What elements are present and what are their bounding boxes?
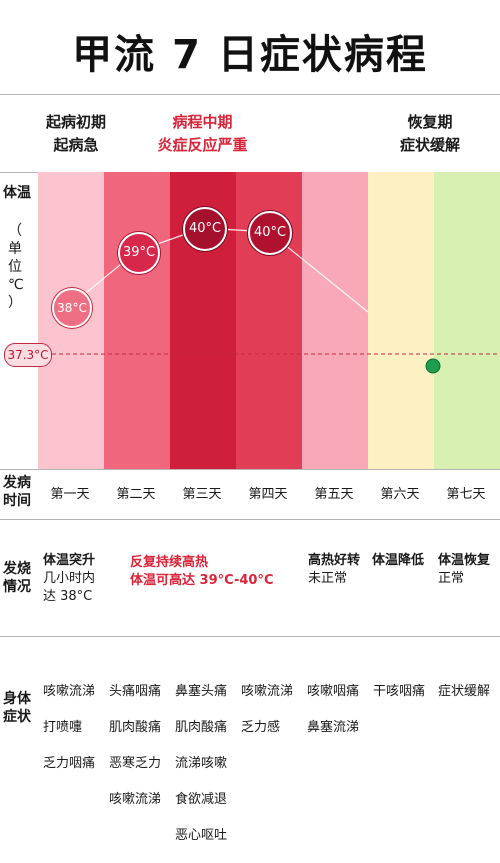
symptom-label-1: 身体 xyxy=(3,691,31,707)
divider xyxy=(0,469,500,470)
unit-char-2: 位 xyxy=(8,259,22,275)
onset-label-1: 发病 xyxy=(3,475,31,491)
day6-column xyxy=(368,172,434,469)
symptom-item: 恶心呕吐 xyxy=(175,828,228,843)
temperature-unit: （ 单 位 ℃ ） xyxy=(8,222,24,312)
day-label: 第七天 xyxy=(446,487,486,502)
symptom-label-2: 症状 xyxy=(3,709,31,725)
symptom-item: 干咳咽痛 xyxy=(373,684,426,699)
fever-label: 发烧 情况 xyxy=(0,560,34,596)
symptom-item: 肌肉酸痛 xyxy=(109,720,162,735)
symptom-item: 症状缓解 xyxy=(438,684,491,699)
symptom-label: 身体 症状 xyxy=(0,690,34,726)
temp-bubble-day2: 39°C xyxy=(118,232,160,274)
divider xyxy=(0,519,500,520)
symptoms-day4: 咳嗽流涕 乏力感 xyxy=(241,665,293,755)
symptom-item: 咳嗽流涕 xyxy=(109,792,162,807)
day-label: 第四天 xyxy=(248,487,288,502)
fever-day1: 体温突升 几小时内 达 38°C xyxy=(43,552,95,606)
symptom-item: 恶寒乏力 xyxy=(109,756,162,771)
symptoms-day5: 咳嗽咽痛 鼻塞流涕 xyxy=(307,665,359,755)
fever-mid-line2: 体温可高达 39°C-40°C xyxy=(130,573,274,588)
temp-bubble-day3: 40°C xyxy=(183,207,227,251)
day-label: 第二天 xyxy=(116,487,156,502)
temperature-label: 体温 xyxy=(0,184,34,202)
baseline-label: 37.3°C xyxy=(4,343,52,367)
day2-column xyxy=(104,172,170,469)
phase-mid-title: 病程中期 xyxy=(172,113,233,131)
fever-day5-body: 未正常 xyxy=(308,571,348,586)
fever-day7: 体温恢复 正常 xyxy=(438,552,490,588)
fever-day6-head: 体温降低 xyxy=(372,553,425,568)
fever-day1-head: 体温突升 xyxy=(43,553,96,568)
fever-day5-head: 高热好转 xyxy=(308,553,361,568)
symptoms-day6: 干咳咽痛 xyxy=(373,665,425,719)
symptoms-day7: 症状缓解 xyxy=(438,665,490,719)
symptom-item: 咳嗽咽痛 xyxy=(307,684,360,699)
symptom-item: 食欲减退 xyxy=(175,792,228,807)
phase-early-desc: 起病急 xyxy=(53,136,99,154)
phase-recovery-title: 恢复期 xyxy=(407,113,453,131)
page-title: 甲流 7 日症状病程 xyxy=(72,32,428,78)
unit-paren-close: ） xyxy=(8,295,22,311)
symptom-item: 鼻塞流涕 xyxy=(307,720,360,735)
day-label: 第一天 xyxy=(50,487,90,502)
day-label: 第五天 xyxy=(314,487,354,502)
onset-label: 发病 时间 xyxy=(0,474,34,510)
fever-label-1: 发烧 xyxy=(3,561,31,577)
symptom-item: 乏力咽痛 xyxy=(43,756,96,771)
divider xyxy=(0,636,500,637)
fever-day1-body-1: 几小时内 xyxy=(43,571,96,586)
phase-mid: 病程中期 炎症反应严重 xyxy=(135,111,270,157)
temperature-label-1: 体温 xyxy=(3,185,31,201)
symptom-item: 咳嗽流涕 xyxy=(43,684,96,699)
fever-mid-line1: 反复持续高热 xyxy=(130,555,209,570)
fever-day6: 体温降低 xyxy=(372,552,424,570)
fever-label-2: 情况 xyxy=(3,579,31,595)
recovery-dot xyxy=(425,358,441,374)
symptoms-day2: 头痛咽痛 肌肉酸痛 恶寒乏力 咳嗽流涕 xyxy=(109,665,161,827)
unit-paren-open: （ xyxy=(8,223,22,239)
symptoms-day3: 鼻塞头痛 肌肉酸痛 流涕咳嗽 食欲减退 恶心呕吐 xyxy=(175,665,227,863)
day-label: 第六天 xyxy=(380,487,420,502)
fever-day7-head: 体温恢复 xyxy=(438,553,491,568)
symptom-item: 鼻塞头痛 xyxy=(175,684,228,699)
onset-label-2: 时间 xyxy=(3,493,31,509)
phase-early-title: 起病初期 xyxy=(45,113,106,131)
day-label: 第三天 xyxy=(182,487,222,502)
temp-bubble-day4: 40°C xyxy=(248,211,292,255)
fever-day2-4: 反复持续高热 体温可高达 39°C-40°C xyxy=(130,554,273,590)
divider xyxy=(0,94,500,95)
phase-early: 起病初期 起病急 xyxy=(32,111,120,157)
title-area: 甲流 7 日症状病程 xyxy=(0,0,500,94)
symptom-item: 肌肉酸痛 xyxy=(175,720,228,735)
symptom-item: 咳嗽流涕 xyxy=(241,684,294,699)
symptom-item: 头痛咽痛 xyxy=(109,684,162,699)
unit-char-1: 单 xyxy=(8,241,22,257)
fever-day1-body-2: 达 38°C xyxy=(43,589,93,604)
symptoms-day1: 咳嗽流涕 打喷嚏 乏力咽痛 xyxy=(43,665,95,791)
phase-recovery-desc: 症状缓解 xyxy=(399,136,460,154)
day7-column xyxy=(434,172,500,469)
fever-day5: 高热好转 未正常 xyxy=(308,552,360,588)
fever-day7-body: 正常 xyxy=(438,571,465,586)
symptom-item: 打喷嚏 xyxy=(43,720,83,735)
temp-bubble-day1: 38°C xyxy=(52,288,92,328)
day5-column xyxy=(302,172,368,469)
unit-char-3: ℃ xyxy=(8,277,24,293)
symptom-item: 乏力感 xyxy=(241,720,281,735)
phase-recovery: 恢复期 症状缓解 xyxy=(384,111,476,157)
phase-mid-desc: 炎症反应严重 xyxy=(157,136,248,154)
symptom-item: 流涕咳嗽 xyxy=(175,756,228,771)
